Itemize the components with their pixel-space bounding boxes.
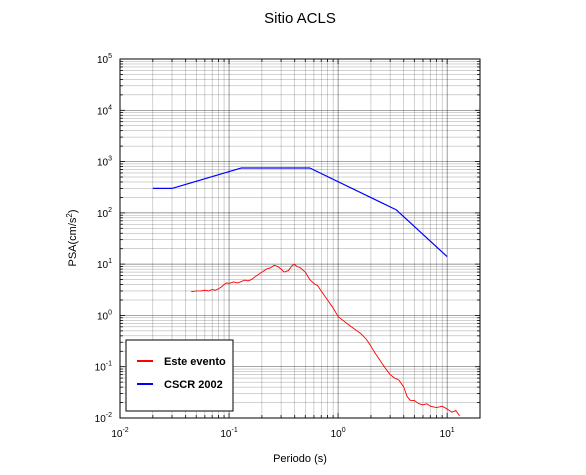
- y-tick-label-exp: 3: [108, 156, 112, 163]
- y-tick-label-base: 10: [95, 414, 107, 425]
- legend-label-2: CSCR 2002: [164, 379, 223, 391]
- series-layer: [152, 167, 460, 417]
- y-tick-label-exp: 2: [108, 207, 112, 214]
- y-tick-label-exp: 1: [108, 258, 112, 265]
- x-tick-label: 101: [440, 427, 455, 440]
- x-tick-label-base: 10: [331, 429, 343, 440]
- y-tick-label-base: 10: [97, 260, 109, 271]
- y-tick-label-exp: 4: [108, 104, 112, 111]
- chart-title: Sitio ACLS: [264, 10, 336, 27]
- x-tick-labels: 10-2 10-1 100 101: [111, 427, 454, 440]
- series-line-1: [191, 264, 460, 417]
- y-tick-label-base: 10: [97, 55, 109, 66]
- y-tick-label: 105: [97, 53, 112, 66]
- y-tick-label-base: 10: [97, 158, 109, 169]
- y-tick-label-exp: -2: [106, 412, 112, 419]
- y-tick-label-base: 10: [97, 106, 109, 117]
- y-tick-label-exp: -1: [106, 361, 112, 368]
- x-tick-label-base: 10: [220, 429, 232, 440]
- plot-frame: [119, 58, 481, 419]
- y-tick-label-exp: 0: [108, 309, 112, 316]
- legend-label-1: Este evento: [164, 356, 226, 368]
- x-tick-label-exp: 0: [342, 427, 346, 434]
- series-line-2: [152, 167, 448, 258]
- x-tick-label-base: 10: [440, 429, 452, 440]
- x-tick-label: 100: [331, 427, 346, 440]
- y-tick-label-exp: 5: [108, 53, 112, 60]
- y-tick-label: 103: [97, 156, 112, 169]
- y-axis-label: PSA(cm/s2): [65, 209, 79, 266]
- y-tick-label: 10-2: [95, 412, 112, 425]
- x-tick-label: 10-2: [111, 427, 128, 440]
- y-tick-label: 10-1: [95, 361, 112, 374]
- y-tick-label: 100: [97, 309, 112, 322]
- y-tick-label: 101: [97, 258, 112, 271]
- legend: Este evento CSCR 2002: [125, 339, 234, 412]
- x-tick-label-exp: 1: [451, 427, 455, 434]
- x-tick-label: 10-1: [220, 427, 237, 440]
- y-tick-label-base: 10: [95, 363, 107, 374]
- x-tick-label-exp: -1: [232, 427, 238, 434]
- y-tick-label-base: 10: [97, 209, 109, 220]
- legend-box: [125, 339, 234, 412]
- y-tick-label-base: 10: [97, 311, 109, 322]
- y-tick-label: 104: [97, 104, 112, 117]
- y-tick-label: 102: [97, 207, 112, 220]
- x-axis-label: Periodo (s): [273, 453, 327, 465]
- plot-grid: [119, 58, 481, 419]
- x-tick-label-base: 10: [111, 429, 123, 440]
- x-tick-label-exp: -2: [122, 427, 128, 434]
